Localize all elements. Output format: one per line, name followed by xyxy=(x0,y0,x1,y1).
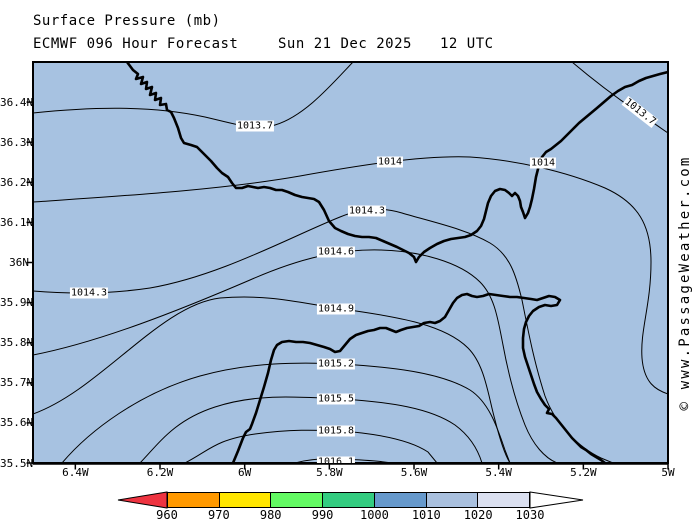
colorbar-segment xyxy=(374,493,427,507)
colorbar-tick-label: 1010 xyxy=(411,508,441,522)
lon-tick-label: 6W xyxy=(238,466,252,479)
isobar-1013-7-west xyxy=(33,62,354,128)
colorbar-segment xyxy=(271,493,324,507)
axis-ticks xyxy=(26,101,669,470)
isobar-value-label: 1014 xyxy=(376,156,404,168)
lon-tick-label: 5.8W xyxy=(316,466,343,479)
isobar-value-label: 1016.1 xyxy=(316,456,356,463)
lat-tick-label: 35.7N xyxy=(0,376,34,390)
lon-tick-label: 5W xyxy=(661,466,675,479)
isobar-value-label: 1015.5 xyxy=(316,393,356,405)
isobar-value-label: 1014.9 xyxy=(316,303,356,315)
lat-tick-label: 35.8N xyxy=(0,336,34,350)
page-title: Surface Pressure (mb) xyxy=(33,13,221,29)
isobar-value-label: 1014.3 xyxy=(347,205,387,217)
colorbar-segment xyxy=(323,493,375,507)
colorbar-tick-label: 960 xyxy=(156,508,178,522)
lat-tick-label: 35.9N xyxy=(0,296,34,310)
isobar-value-label: 1014.3 xyxy=(69,287,109,299)
isobar-value-label: 1013.7 xyxy=(621,95,659,129)
lat-tick-label: 36N xyxy=(9,256,29,269)
valid-date: Sun 21 Dec 2025 xyxy=(278,36,412,52)
colorbar-tick-label: 980 xyxy=(259,508,282,522)
lat-tick-label: 35.6N xyxy=(0,416,34,430)
lon-tick-label: 5.6W xyxy=(400,466,428,479)
isobar-1014-3 xyxy=(33,208,614,463)
lat-tick-label: 36.2N xyxy=(0,175,34,189)
lat-tick-label: 36.3N xyxy=(0,135,34,149)
coastline-spain xyxy=(125,62,668,264)
pressure-colorbar xyxy=(167,492,530,508)
colorbar-segment xyxy=(219,493,272,507)
coastline-morocco xyxy=(231,292,607,463)
forecast-subtitle: ECMWF 096 Hour Forecast xyxy=(33,36,239,52)
colorbar-tick-label: 1020 xyxy=(463,508,493,522)
lat-tick-label: 36.4N xyxy=(0,95,34,109)
colorbar-tick-label: 1000 xyxy=(359,508,389,522)
colorbar-right-arrow xyxy=(529,491,584,509)
isobar-1015-8 xyxy=(184,429,438,463)
lon-tick-label: 6.2W xyxy=(146,466,174,479)
colorbar-tick-label: 990 xyxy=(311,508,334,522)
colorbar-tick-label: 1030 xyxy=(515,508,545,522)
colorbar-segment xyxy=(168,493,220,507)
isobar-value-label: 1014 xyxy=(529,157,557,169)
lon-tick-label: 5.2W xyxy=(570,466,597,479)
lat-tick-label: 35.5N xyxy=(0,456,34,470)
isobar-1014-6 xyxy=(33,249,558,463)
isobar-value-label: 1015.8 xyxy=(316,425,356,437)
colorbar-tick-label: 970 xyxy=(208,508,230,522)
lon-tick-label: 6.4W xyxy=(62,466,89,479)
valid-time: 12 UTC xyxy=(440,36,494,52)
watermark-text: © www.PassageWeather.com xyxy=(677,155,693,411)
isobar-value-label: 1013.7 xyxy=(235,120,275,132)
coastlines xyxy=(125,62,668,463)
isobar-value-label: 1015.2 xyxy=(316,358,356,370)
colorbar-segment xyxy=(478,493,530,507)
lat-tick-label: 36.1N xyxy=(0,215,34,229)
lon-tick-label: 5.4W xyxy=(485,466,512,479)
colorbar-left-arrow xyxy=(117,491,168,509)
isobar-value-label: 1014.6 xyxy=(316,246,356,258)
colorbar-segment xyxy=(426,493,479,507)
isobar-labels: 1013.7 1013.7 1014 1014 1014.3 1014.3 1014.6 10… xyxy=(33,62,668,463)
